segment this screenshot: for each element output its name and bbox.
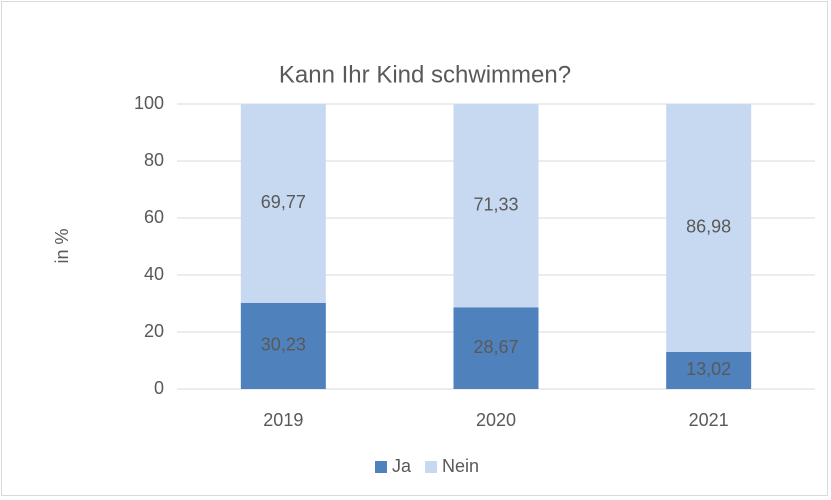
x-tick-label: 2020 — [476, 410, 516, 430]
y-axis-label: in % — [52, 228, 72, 263]
y-tick-label: 0 — [154, 378, 164, 398]
bar-segment — [240, 302, 326, 389]
y-tick-label: 60 — [144, 207, 164, 227]
y-tick-label: 80 — [144, 150, 164, 170]
y-tick-label: 100 — [134, 93, 164, 113]
data-label: 13,02 — [686, 359, 731, 379]
data-label: 69,77 — [261, 192, 306, 212]
y-tick-label: 40 — [144, 264, 164, 284]
legend-swatch — [375, 461, 387, 473]
chart-title: Kann Ihr Kind schwimmen? — [279, 61, 571, 88]
data-label: 71,33 — [473, 194, 518, 214]
bar-segment — [240, 104, 326, 303]
data-label: 30,23 — [261, 335, 306, 355]
legend-label: Nein — [442, 456, 479, 476]
data-label: 28,67 — [473, 337, 518, 357]
y-tick-label: 20 — [144, 321, 164, 341]
bar-segment — [666, 351, 752, 389]
legend-swatch — [425, 461, 438, 473]
data-label: 86,98 — [686, 217, 731, 237]
bar-segment — [453, 104, 539, 308]
legend-label: Ja — [392, 456, 412, 476]
bar-segment — [453, 307, 539, 389]
x-tick-label: 2021 — [689, 410, 729, 430]
bar-segment — [666, 104, 752, 352]
x-tick-label: 2019 — [263, 410, 303, 430]
